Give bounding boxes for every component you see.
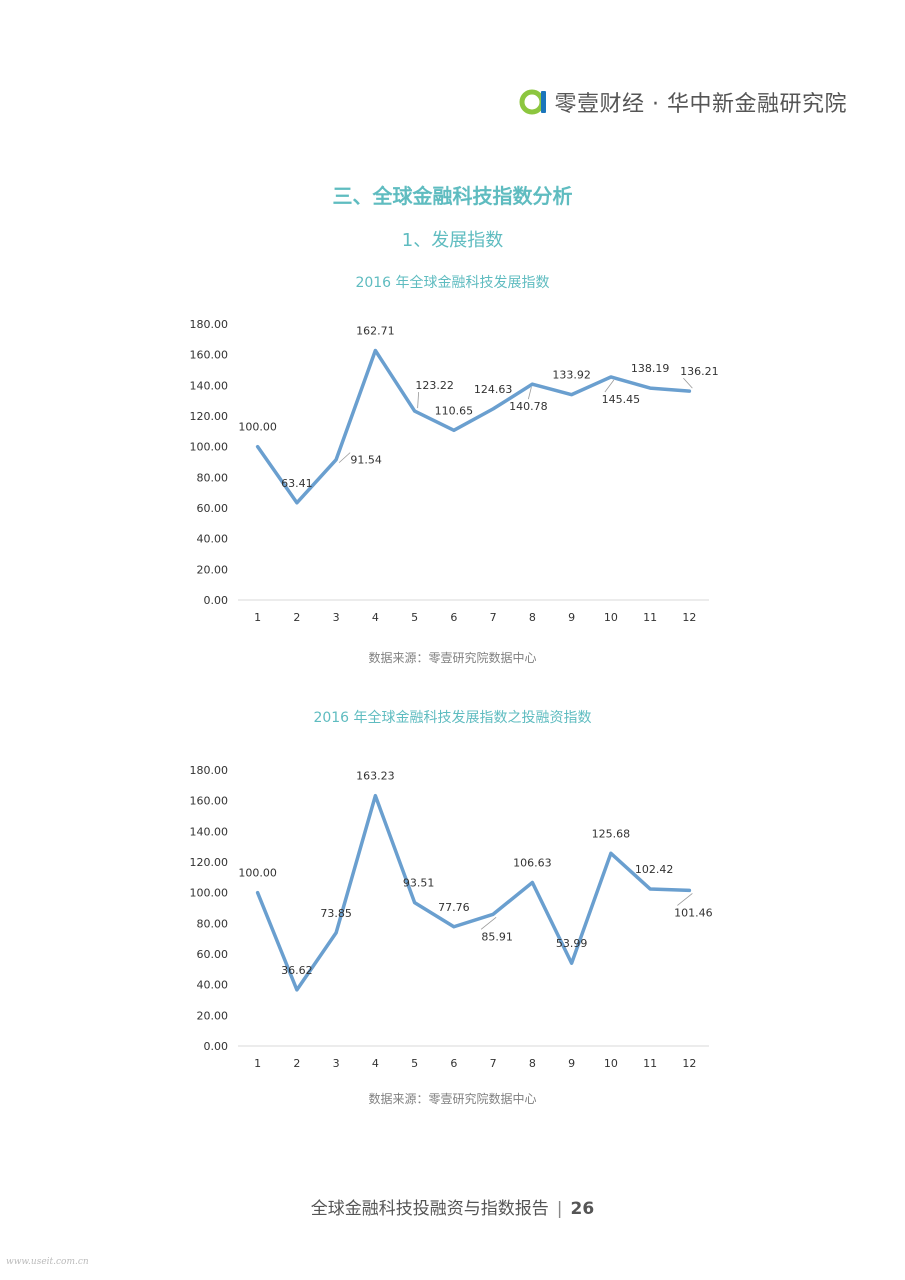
y-tick-label: 160.00 [190,795,229,808]
y-tick-label: 40.00 [197,533,229,546]
y-tick-label: 120.00 [190,856,229,869]
chart-1-source: 数据来源：零壹研究院数据中心 [368,651,537,665]
x-tick-label: 2 [293,611,300,624]
y-tick-label: 20.00 [197,1009,229,1022]
x-tick-label: 4 [372,1057,379,1070]
data-label: 101.46 [674,906,713,919]
data-label: 123.22 [415,379,454,392]
page-header: 零壹财经 · 华中新金融研究院 [519,86,847,118]
x-tick-label: 9 [568,611,575,624]
footer-report-title: 全球金融科技投融资与指数报告 [310,1199,549,1219]
data-label-leader [527,387,532,400]
data-label: 102.42 [635,863,674,876]
page-footer: 全球金融科技投融资与指数报告 | 26 [0,1194,905,1219]
y-tick-label: 160.00 [190,349,229,362]
data-label-leader [480,916,497,930]
chart-2-source: 数据来源：零壹研究院数据中心 [368,1092,537,1106]
series-line [255,793,692,992]
watermark: www.useit.com.cn [6,1257,89,1267]
data-label: 100.00 [238,867,277,880]
data-label: 145.45 [602,393,641,406]
y-tick-label: 120.00 [190,410,229,423]
y-tick-label: 80.00 [197,917,229,930]
section-title: 三、全球金融科技指数分析 [332,184,573,208]
y-tick-label: 80.00 [197,471,229,484]
chart-1-development-index: 0.00 20.00 40.00 60.00 80.00 100.00 120.00 140.… [190,318,719,624]
chart-2-investment-index: 0.00 20.00 40.00 60.00 80.00 100.00 120.00 140.… [190,764,713,1070]
x-tick-label: 3 [333,611,340,624]
page-number: 26 [570,1199,595,1219]
data-label: 140.78 [509,400,548,413]
x-tick-label: 5 [411,1057,418,1070]
data-label: 124.63 [474,383,513,396]
x-tick-label: 2 [293,1057,300,1070]
data-label: 125.68 [592,827,631,840]
x-tick-label: 7 [490,1057,497,1070]
data-label-leader [677,893,693,906]
x-tick-label: 1 [254,611,261,624]
data-label: 110.65 [435,404,474,417]
x-tick-label: 10 [604,611,618,624]
x-tick-label: 9 [568,1057,575,1070]
data-label: 85.91 [481,930,513,943]
y-tick-label: 40.00 [197,979,229,992]
x-tick-label: 8 [529,611,536,624]
data-label: 36.62 [281,964,313,977]
y-tick-label: 100.00 [190,887,229,900]
data-label: 133.92 [552,369,591,382]
data-label-leader [604,379,615,393]
x-tick-label: 10 [604,1057,618,1070]
x-tick-label: 4 [372,611,379,624]
data-label: 138.19 [631,362,670,375]
y-tick-label: 180.00 [190,764,229,777]
x-tick-label: 6 [450,611,457,624]
data-label: 106.63 [513,857,552,870]
y-tick-label: 140.00 [190,379,229,392]
footer-separator: | [556,1199,563,1219]
data-label: 77.76 [438,901,470,914]
x-tick-label: 11 [643,611,657,624]
y-tick-label: 60.00 [197,502,229,515]
x-tick-label: 8 [529,1057,536,1070]
data-label-leader [338,452,351,463]
x-tick-label: 12 [682,1057,696,1070]
y-tick-label: 140.00 [190,825,229,838]
chart-2-title: 2016 年全球金融科技发展指数之投融资指数 [313,710,592,726]
y-tick-label: 60.00 [197,948,229,961]
y-tick-label: 0.00 [204,594,229,607]
data-label: 73.85 [320,907,352,920]
chart-1-title: 2016 年全球金融科技发展指数 [355,275,550,291]
data-label-leader [417,392,420,409]
data-label: 91.54 [350,454,382,467]
x-tick-label: 5 [411,611,418,624]
data-label-leader [683,377,693,389]
brand-logo-icon [519,89,546,115]
y-tick-label: 0.00 [204,1040,229,1053]
data-label: 136.21 [680,365,719,378]
subsection-title: 1、发展指数 [401,230,504,251]
data-label: 100.00 [238,421,277,434]
x-tick-label: 11 [643,1057,657,1070]
series-line [255,348,692,505]
x-tick-label: 1 [254,1057,261,1070]
x-tick-label: 12 [682,611,696,624]
y-tick-label: 100.00 [190,441,229,454]
data-label: 63.41 [281,477,313,490]
data-label: 163.23 [356,770,395,783]
y-tick-label: 180.00 [190,318,229,331]
header-title: 零壹财经 · 华中新金融研究院 [554,92,847,117]
data-label: 53.99 [556,937,588,950]
data-label: 93.51 [403,877,435,890]
x-tick-label: 3 [333,1057,340,1070]
data-label: 162.71 [356,325,395,338]
y-tick-label: 20.00 [197,563,229,576]
x-tick-label: 7 [490,611,497,624]
x-tick-label: 6 [450,1057,457,1070]
